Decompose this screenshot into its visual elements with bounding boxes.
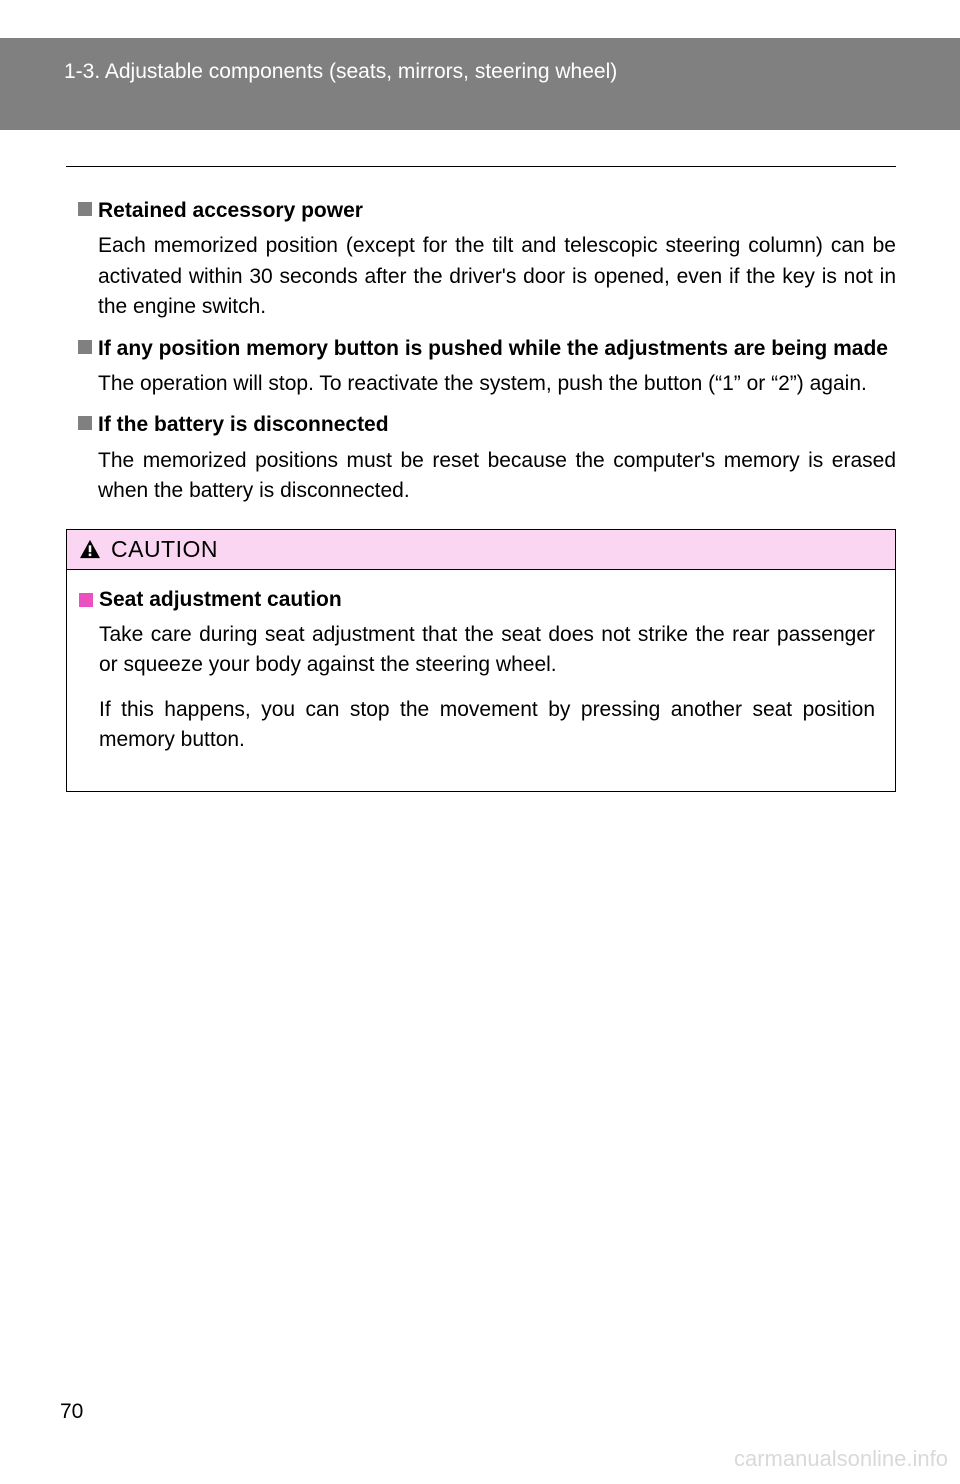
caution-paragraph: If this happens, you can stop the moveme… bbox=[79, 695, 875, 756]
square-bullet-icon bbox=[78, 202, 92, 216]
divider bbox=[66, 166, 896, 167]
info-section-head: Retained accessory power bbox=[66, 197, 896, 225]
info-section-head: If the battery is disconnected bbox=[66, 411, 896, 439]
watermark: carmanualsonline.info bbox=[734, 1446, 948, 1472]
square-bullet-icon bbox=[79, 593, 93, 607]
section-header-text: 1-3. Adjustable components (seats, mirro… bbox=[64, 60, 617, 83]
info-section-title: If the battery is disconnected bbox=[98, 411, 389, 439]
caution-section-title: Seat adjustment caution bbox=[99, 588, 342, 612]
info-section-body: Each memorized position (except for the … bbox=[66, 231, 896, 322]
info-section-title: Retained accessory power bbox=[98, 197, 363, 225]
square-bullet-icon bbox=[78, 416, 92, 430]
square-bullet-icon bbox=[78, 340, 92, 354]
page-number: 70 bbox=[60, 1400, 83, 1424]
caution-paragraph: Take care during seat adjustment that th… bbox=[79, 620, 875, 681]
info-section-body: The memorized positions must be reset be… bbox=[66, 446, 896, 507]
caution-header: CAUTION bbox=[67, 530, 895, 570]
info-section: Retained accessory power Each memorized … bbox=[66, 197, 896, 323]
info-section-body: The operation will stop. To reactivate t… bbox=[66, 369, 896, 399]
info-section-title: If any position memory button is pushed … bbox=[98, 335, 896, 363]
caution-section-head: Seat adjustment caution bbox=[79, 588, 875, 612]
caution-label: CAUTION bbox=[111, 536, 218, 563]
warning-triangle-icon bbox=[79, 539, 101, 559]
page-content: Retained accessory power Each memorized … bbox=[66, 166, 896, 792]
section-header-bar: 1-3. Adjustable components (seats, mirro… bbox=[0, 38, 960, 130]
caution-box: CAUTION Seat adjustment caution Take car… bbox=[66, 529, 896, 793]
info-section: If the battery is disconnected The memor… bbox=[66, 411, 896, 506]
info-section: If any position memory button is pushed … bbox=[66, 335, 896, 400]
info-section-head: If any position memory button is pushed … bbox=[66, 335, 896, 363]
caution-body: Seat adjustment caution Take care during… bbox=[67, 570, 895, 792]
